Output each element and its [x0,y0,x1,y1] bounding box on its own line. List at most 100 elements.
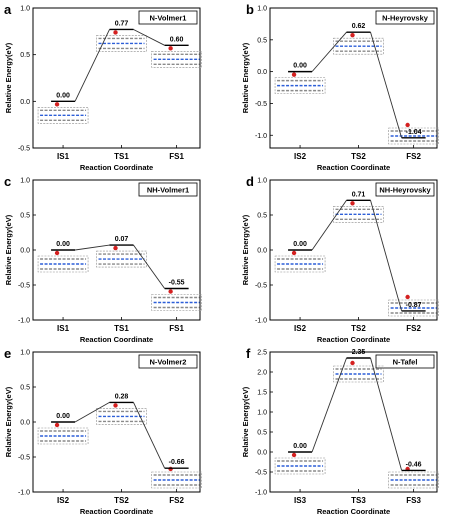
x-category-label: IS1 [57,152,70,161]
sheet-outline [37,255,89,273]
adsorbate-atom [168,46,173,51]
structure-ts2 [333,201,384,223]
adsorbate-atom [54,422,60,428]
x-axis-title: Reaction Coordinate [80,335,153,344]
y-tick-label: 0.5 [257,213,267,220]
x-category-label: TS2 [351,152,366,161]
mechanism-label-box [375,354,435,369]
energy-path-segment [133,402,166,469]
structure-is1 [37,250,89,273]
y-tick-label: -0.5 [18,283,30,290]
panel-letter: a [4,2,12,17]
energy-value-label: 0.00 [56,92,70,99]
y-tick-label: 1.0 [20,6,30,13]
energy-value-label: 0.60 [170,36,184,43]
sheet-outline [151,294,202,311]
mechanism-label: N-Tafel [393,358,418,367]
x-category-label: TS2 [114,496,129,505]
adsorbate-atom [54,250,60,256]
sheet-outline [274,255,326,273]
sheet-outline [37,427,89,445]
adsorbate-atom [350,32,355,38]
y-tick-label: -0.5 [18,455,30,462]
y-tick-label: 2.0 [257,370,267,377]
y-tick-label: -0.5 [255,101,267,108]
adsorbate-atom [291,452,297,458]
mechanism-label-box [138,354,198,369]
sheet-outline [388,471,439,489]
plot-frame [269,351,438,493]
y-axis-title: Relative Energy(eV) [4,214,13,285]
x-category-label: IS2 [294,324,307,333]
x-category-label: TS3 [351,496,366,505]
sheet-outline [96,408,147,425]
energy-value-label: 0.00 [293,63,307,70]
adsorbate-atom [405,122,410,128]
sheet-outline [274,457,326,475]
y-axis-title: Relative Energy(eV) [4,386,13,457]
energy-value-label: 2.35 [352,349,366,356]
structure-fs3 [388,466,439,489]
x-category-label: TS1 [114,152,129,161]
y-tick-label: -1.0 [255,318,267,325]
y-tick-label: -1.0 [255,490,267,497]
energy-value-label: 0.00 [56,241,70,248]
chart-panel-e: e -1.0 -0.5 0.0 0.5 1.0 Relative Energy(eV) IS2… [4,346,202,516]
sheet-outline [333,206,384,223]
x-category-label: FS1 [169,152,184,161]
energy-path-segment [311,31,347,72]
y-tick-label: 1.0 [20,178,30,185]
energy-path-segment [74,244,110,251]
energy-path-segment [74,402,110,423]
chart-panel-f: f -1.0 -0.5 0.0 0.5 1.0 1.5 2.0 2.5 Relative Ener… [241,346,439,516]
y-tick-label: 0.0 [257,248,267,255]
chart-panel-b: b -1.0 -0.5 0.0 0.5 1.0 Relative Energy(eV) IS2… [241,2,439,172]
energy-path-segment [311,357,347,453]
mechanism-label: NH-Volmer1 [147,186,189,195]
chart-panel-c: c -1.0 -0.5 0.0 0.5 1.0 Relative Energy(eV) IS1… [4,174,202,344]
adsorbate-atom [113,403,118,408]
mechanism-label: N-Volmer2 [150,358,187,367]
x-category-label: IS2 [294,152,307,161]
y-tick-label: -0.5 [18,146,30,153]
y-tick-label: -1.0 [18,490,30,497]
y-tick-label: 0.0 [20,99,30,106]
y-tick-label: 0.5 [257,37,267,44]
structure-ts2 [333,32,384,55]
y-tick-label: 2.5 [257,350,267,357]
y-axis-title: Relative Energy(eV) [241,386,250,457]
x-category-label: IS2 [57,496,70,505]
y-tick-label: 0.0 [20,248,30,255]
y-tick-label: -0.5 [255,470,267,477]
energy-path-segment [370,200,403,312]
x-category-label: FS2 [406,324,421,333]
energy-value-label: -0.46 [406,461,422,468]
panel-letter: b [246,2,254,17]
adsorbate-atom [405,294,410,300]
energy-path-segment [133,29,165,46]
y-tick-label: 1.0 [257,410,267,417]
energy-path-segment [133,244,165,289]
panel-letter: c [4,174,11,189]
y-axis-title: Relative Energy(eV) [241,214,250,285]
energy-path-segment [311,200,347,251]
sheet-outline [96,250,147,268]
y-tick-label: 0.5 [20,213,30,220]
y-tick-label: 0.0 [20,420,30,427]
sheet-outline [274,77,326,94]
x-category-label: FS3 [406,496,421,505]
x-category-label: IS3 [294,496,307,505]
energy-value-label: 0.71 [352,191,366,198]
structure-fs2 [388,122,439,145]
energy-value-label: 0.00 [293,241,307,248]
y-tick-label: -0.5 [255,283,267,290]
y-tick-label: 1.0 [257,178,267,185]
y-axis-title: Relative Energy(eV) [241,42,250,113]
energy-value-label: 0.07 [115,236,129,243]
chart-panel-a: a -0.5 0.0 0.5 1.0 Relative Energy(eV) IS1 TS1 F… [4,2,202,172]
sheet-outline [333,37,384,55]
x-axis-title: Reaction Coordinate [317,163,390,172]
y-tick-label: -1.0 [18,318,30,325]
sheet-outline [151,51,202,68]
